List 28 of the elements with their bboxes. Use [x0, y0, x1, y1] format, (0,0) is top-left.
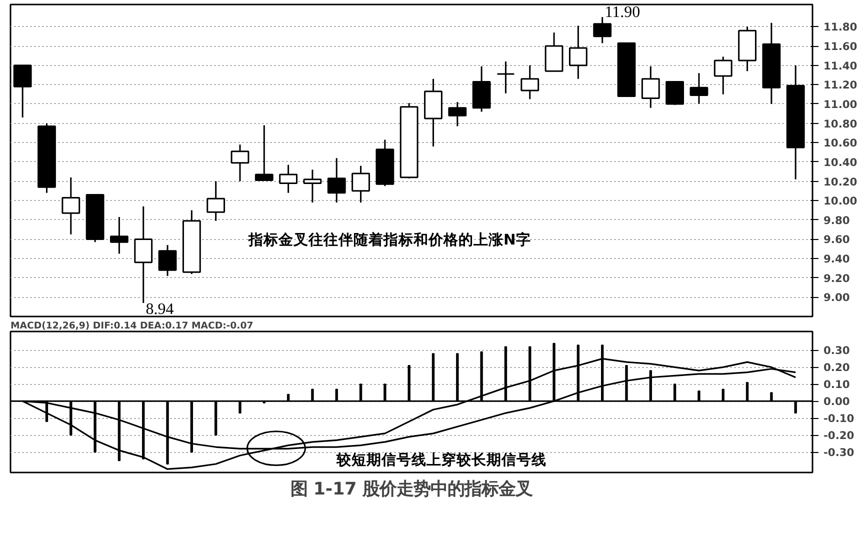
y-tick-label: -0.30: [824, 446, 854, 460]
chart-title: MACD(12,26,9) DIF:0.14 DEA:0.17 MACD:-0.07: [10, 320, 254, 332]
y-tick-label: 9.80: [824, 214, 850, 227]
y-tick-label: 9.20: [824, 272, 850, 285]
y-tick-label: 0.10: [824, 378, 850, 392]
y-tick-label: -0.10: [824, 412, 854, 426]
y-tick-label: 11.60: [824, 40, 858, 54]
annotation: 11.90: [604, 4, 640, 22]
y-tick-label: 9.00: [824, 291, 850, 304]
y-tick-label: 9.40: [824, 252, 850, 266]
y-tick-label: -0.20: [824, 429, 854, 442]
y-tick-label: 11.00: [824, 98, 858, 111]
annotation: 指标金叉往往伴随着指标和价格的上涨N字: [248, 230, 531, 248]
y-tick-label: 10.60: [824, 136, 858, 150]
y-tick-label: 9.60: [824, 233, 850, 246]
y-tick-label: 11.80: [824, 20, 858, 34]
y-tick-label: 0.20: [824, 361, 850, 374]
caption: 图 1-17 股价走势中的指标金叉: [290, 480, 533, 500]
y-tick-label: 0.30: [824, 344, 850, 358]
y-tick-label: 10.00: [824, 194, 858, 208]
y-tick-label: 10.20: [824, 175, 858, 188]
y-tick-label: 10.80: [824, 117, 858, 130]
annotation: 8.94: [146, 300, 174, 318]
y-tick-label: 10.40: [824, 156, 858, 169]
annotation: 较短期信号线上穿较长期信号线: [336, 450, 547, 468]
y-tick-label: 11.20: [824, 78, 858, 92]
y-tick-label: 11.40: [824, 59, 858, 72]
y-tick-label: 0.00: [824, 395, 850, 408]
